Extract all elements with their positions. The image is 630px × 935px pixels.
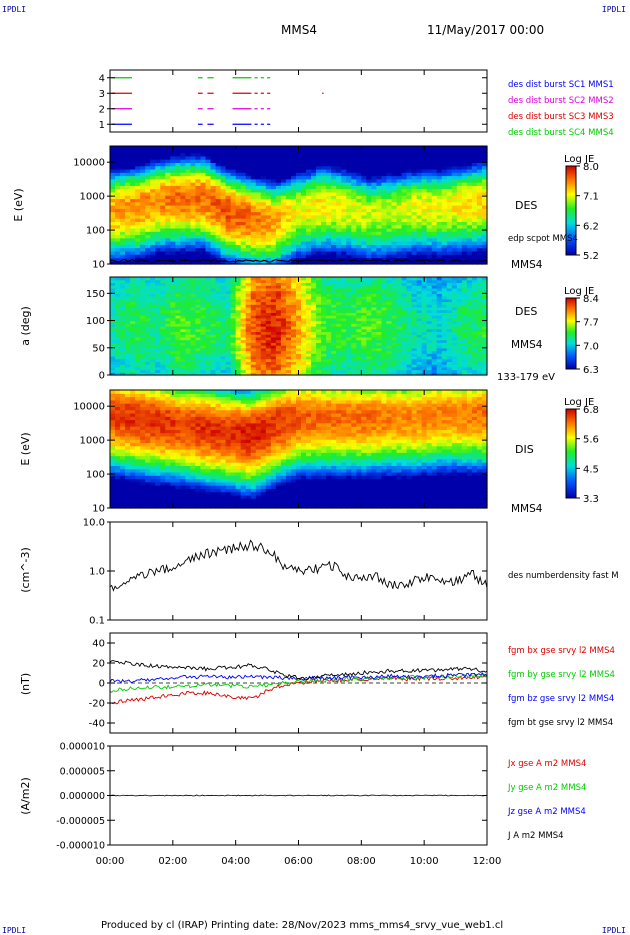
des-energy-cell [361,146,367,150]
des-energy-cell [261,146,267,150]
des-energy-cell [397,146,403,150]
des-energy-cell [150,146,156,150]
des-energy-cell [366,146,372,150]
des-energy-cell [211,146,217,150]
des-energy-cell [376,146,382,150]
des-energy-cell [266,146,272,150]
des-energy-cell [115,146,121,150]
des-energy-cell [256,146,262,150]
des-energy-cell [125,146,131,150]
des-energy-cell [442,146,448,150]
des-energy-cell [381,146,387,150]
des-energy-cell [241,146,247,150]
des-energy-cell [206,146,212,150]
des-energy-cell [427,146,433,150]
des-energy-cell [316,146,322,150]
des-energy-cell [407,146,413,150]
des-energy-cell [185,146,191,150]
des-energy-cell [326,146,332,150]
des-energy-cell [140,146,146,150]
des-energy-cell [281,146,287,150]
heatmap-layer [110,146,488,509]
des-energy-cell [236,146,242,150]
des-energy-cell [477,146,483,150]
des-energy-cell [457,146,463,150]
des-energy-cell [155,146,161,150]
des-energy-cell [145,146,151,150]
des-energy-cell [472,146,478,150]
des-energy-cell [135,146,141,150]
des-energy-cell [341,146,347,150]
des-energy-cell [391,146,397,150]
des-energy-cell [110,146,116,150]
des-energy-cell [417,146,423,150]
des-energy-cell [467,146,473,150]
des-energy-cell [447,146,453,150]
des-energy-cell [276,146,282,150]
des-energy-cell [331,146,337,150]
des-energy-cell [160,146,166,150]
des-energy-cell [120,146,126,150]
des-energy-cell [336,146,342,150]
des-energy-cell [195,146,201,150]
des-energy-cell [246,146,252,150]
des-energy-cell [226,146,232,150]
des-energy-cell [165,146,171,150]
des-energy-cell [271,146,277,150]
des-energy-cell [216,146,222,150]
des-energy-cell [462,146,468,150]
des-energy-cell [311,146,317,150]
des-energy-cell [432,146,438,150]
des-energy-cell [286,146,292,150]
des-energy-cell [306,146,312,150]
des-energy-cell [190,146,196,150]
des-energy-cell [402,146,408,150]
des-energy-cell [200,146,206,150]
des-energy-cell [351,146,357,150]
des-energy-cell [371,146,377,150]
des-energy-cell [386,146,392,150]
des-energy-cell [175,146,181,150]
des-energy-cell [180,146,186,150]
des-energy-cell [412,146,418,150]
des-energy-cell [321,146,327,150]
des-energy-cell [452,146,458,150]
des-energy-cell [251,146,257,150]
des-energy-cell [130,146,136,150]
des-energy-cell [221,146,227,150]
des-energy-cell [291,146,297,150]
des-energy-cell [346,146,352,150]
des-energy-cell [301,146,307,150]
des-energy-cell [437,146,443,150]
